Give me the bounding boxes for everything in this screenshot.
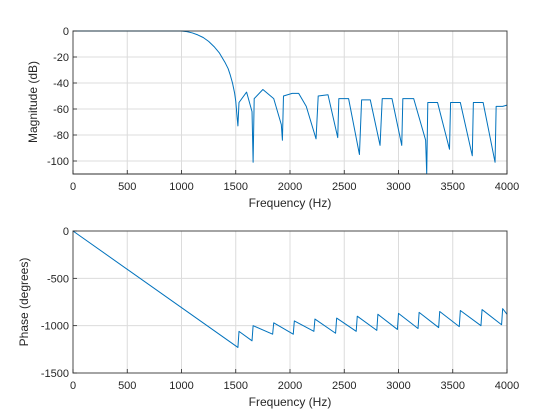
- phase-x-axis-label: Frequency (Hz): [249, 395, 332, 409]
- phase-x-tick-label: 0: [70, 380, 76, 392]
- magnitude-y-tick-label: -100: [47, 156, 69, 168]
- magnitude-x-tick-label: 2000: [278, 181, 302, 193]
- phase-x-tick-label: 1500: [224, 380, 248, 392]
- phase-y-axis-label: Phase (degrees): [17, 258, 31, 347]
- magnitude-y-axis-label: Magnitude (dB): [26, 61, 40, 143]
- magnitude-y-tick-label: -40: [53, 78, 69, 90]
- phase-x-tick-label: 3000: [386, 380, 410, 392]
- phase-axes-frame: [72, 230, 508, 374]
- magnitude-axes: 0 500 1000 1500 2000 2500 3000 3500 4000 0 -20 -40…: [26, 26, 519, 210]
- phase-x-tick-label: 1000: [169, 380, 193, 392]
- phase-x-tick-label: 2000: [278, 380, 302, 392]
- magnitude-x-tick-label: 0: [70, 181, 76, 193]
- magnitude-line: [73, 30, 508, 175]
- phase-y-tick-label: -1000: [41, 321, 69, 333]
- magnitude-x-tick-label: 1500: [224, 181, 248, 193]
- magnitude-x-tick-label: 1000: [169, 181, 193, 193]
- phase-y-tick-label: -500: [47, 273, 69, 285]
- magnitude-y-tick-label: 0: [63, 26, 69, 38]
- magnitude-y-ticks: 0 -20 -40 -60 -80 -100: [47, 26, 77, 168]
- magnitude-x-ticks: 0 500 1000 1500 2000 2500 3000 3500 4000: [70, 170, 519, 193]
- phase-y-tick-label: 0: [63, 226, 69, 238]
- magnitude-axes-frame: [72, 30, 508, 175]
- magnitude-x-tick-label: 2500: [332, 181, 356, 193]
- phase-line: [72, 230, 508, 348]
- magnitude-x-tick-label: 4000: [495, 181, 519, 193]
- magnitude-y-tick-label: -60: [53, 104, 69, 116]
- phase-y-tick-label: -1500: [41, 368, 69, 380]
- magnitude-x-tick-label: 500: [118, 181, 136, 193]
- magnitude-x-tick-label: 3500: [441, 181, 465, 193]
- phase-x-tick-label: 4000: [495, 380, 519, 392]
- phase-x-tick-label: 3500: [441, 380, 465, 392]
- phase-x-ticks: 0 500 1000 1500 2000 2500 3000 3500 4000: [70, 369, 519, 392]
- magnitude-x-axis-label: Frequency (Hz): [249, 196, 332, 210]
- magnitude-x-tick-label: 3000: [386, 181, 410, 193]
- phase-axes: 0 500 1000 1500 2000 2500 3000 3500 4000 0 -500 -1…: [17, 226, 519, 409]
- phase-x-tick-label: 500: [118, 380, 136, 392]
- phase-y-ticks: 0 -500 -1000 -1500: [41, 226, 77, 380]
- magnitude-y-tick-label: -20: [53, 52, 69, 64]
- magnitude-y-tick-label: -80: [53, 130, 69, 142]
- phase-x-tick-label: 2500: [332, 380, 356, 392]
